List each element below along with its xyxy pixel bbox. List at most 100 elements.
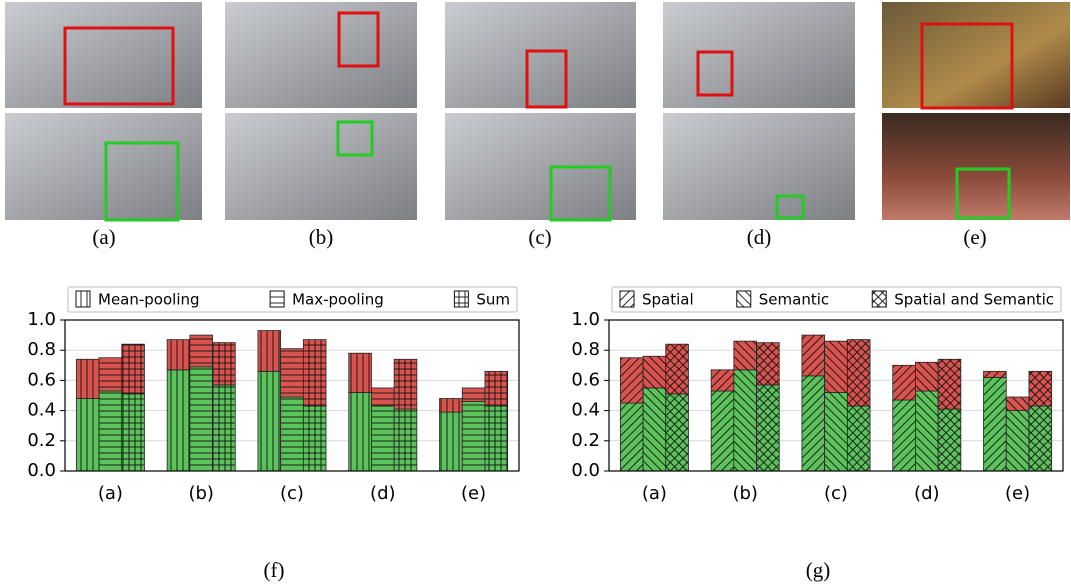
- bar-segment: [76, 359, 99, 398]
- bar-segment: [984, 371, 1007, 377]
- y-tick-label: 0.0: [571, 460, 600, 481]
- legend-swatch: [872, 291, 886, 307]
- chart: 0.00.20.40.60.81.0(a)(b)(c)(d)(e): [27, 309, 519, 504]
- bar-segment: [1006, 411, 1029, 471]
- bar-segment: [213, 385, 236, 471]
- photo: [225, 113, 417, 220]
- bar-segment: [847, 340, 870, 406]
- bar-segment: [349, 392, 372, 471]
- bar-segment: [394, 359, 417, 409]
- legend-label: Max-pooling: [292, 291, 384, 309]
- bar-segment: [440, 399, 463, 413]
- legend-label: Spatial: [642, 291, 694, 309]
- bar-segment: [893, 365, 916, 400]
- bar-segment: [371, 406, 394, 471]
- legend: Mean-pooling Max-pooling Sum: [68, 287, 517, 312]
- bar-segment: [485, 371, 508, 406]
- x-tick-label: (a): [642, 483, 667, 504]
- photo-label: (d): [747, 225, 772, 249]
- bar-segment: [1029, 406, 1052, 471]
- legend-swatch: [737, 291, 751, 307]
- chart: 0.0 0.2 0.4 0.6 0.8 1.0 (a) (b) (c) (d) (e): [571, 309, 1063, 504]
- bar-segment: [711, 391, 734, 471]
- photo: [882, 2, 1070, 108]
- bar-segment: [757, 343, 780, 385]
- bar-segment: [847, 406, 870, 471]
- y-tick-label: 0.6: [571, 369, 600, 390]
- photo: [5, 113, 202, 220]
- bar-segment: [915, 391, 938, 471]
- photo: [663, 113, 855, 220]
- legend-label: Mean-pooling: [98, 291, 200, 309]
- bar-segment: [190, 335, 213, 367]
- y-tick-label: 0.4: [27, 400, 56, 421]
- legend-label: Semantic: [759, 291, 829, 309]
- y-tick-label: 0.2: [27, 430, 56, 451]
- x-tick-label: (b): [732, 483, 757, 504]
- photo-label: (c): [528, 225, 551, 249]
- y-tick-label: 0.8: [571, 339, 600, 360]
- bar-segment: [643, 388, 666, 471]
- bar-segment: [122, 344, 145, 394]
- bar-segment: [938, 409, 961, 471]
- bar-segment: [258, 371, 281, 471]
- bar-segment: [620, 358, 643, 403]
- bar-segment: [190, 367, 213, 471]
- y-tick-label: 0.4: [571, 400, 600, 421]
- photos: [5, 2, 1070, 220]
- chart-caption: (g): [806, 558, 831, 582]
- bar-segment: [281, 349, 304, 397]
- bar-segment: [440, 412, 463, 471]
- y-tick-label: 0.8: [27, 339, 56, 360]
- bar-segment: [167, 340, 190, 370]
- bar-segment: [258, 331, 281, 372]
- bar-segment: [802, 376, 825, 471]
- bar-segment: [757, 385, 780, 471]
- bar-segment: [167, 370, 190, 471]
- y-tick-label: 0.2: [571, 430, 600, 451]
- x-tick-label: (a): [98, 483, 123, 504]
- photo-label: (a): [92, 225, 115, 249]
- photo: [225, 2, 417, 108]
- bar-segment: [99, 391, 122, 471]
- legend-swatch: [454, 291, 468, 307]
- bar-segment: [734, 341, 757, 370]
- legend: Spatial Semantic Spatial and Semantic: [612, 287, 1061, 312]
- legend-swatch: [76, 291, 90, 307]
- bar-segment: [485, 406, 508, 471]
- x-tick-label: (e): [1005, 483, 1030, 504]
- photo-label: (e): [963, 225, 986, 249]
- bar-segment: [213, 343, 236, 385]
- bar-segment: [802, 335, 825, 376]
- bar-segment: [666, 394, 689, 471]
- bar-segment: [394, 409, 417, 471]
- bar-segment: [349, 353, 372, 392]
- bar-segment: [462, 388, 485, 402]
- bar-segment: [825, 341, 848, 392]
- x-tick-label: (c): [824, 483, 848, 504]
- bar-segment: [711, 370, 734, 391]
- chart-caption: (f): [264, 558, 285, 582]
- bar-segment: [122, 394, 145, 471]
- y-tick-label: 1.0: [571, 309, 600, 330]
- legend-swatch: [620, 291, 634, 307]
- x-tick-label: (c): [280, 483, 304, 504]
- legend-label: Spatial and Semantic: [894, 291, 1054, 309]
- x-tick-label: (d): [370, 483, 395, 504]
- bar-segment: [915, 362, 938, 391]
- bar-segment: [734, 370, 757, 471]
- x-tick-label: (e): [461, 483, 486, 504]
- legend-label: Sum: [476, 291, 510, 309]
- bar-segment: [462, 402, 485, 471]
- photo: [882, 113, 1070, 220]
- figure: (a) (b) (c) (d) (e) 0.0 0.2 0.4 0.6 0.8 1.0 (a…: [0, 0, 1071, 586]
- bar-segment: [825, 392, 848, 471]
- photo-label: (b): [309, 225, 334, 249]
- bar-segment: [893, 400, 916, 471]
- x-tick-label: (d): [914, 483, 939, 504]
- bar-segment: [303, 340, 326, 406]
- bar-segment: [984, 377, 1007, 471]
- y-tick-label: 0.0: [27, 460, 56, 481]
- legend-swatch: [270, 291, 284, 307]
- bar-segment: [938, 359, 961, 409]
